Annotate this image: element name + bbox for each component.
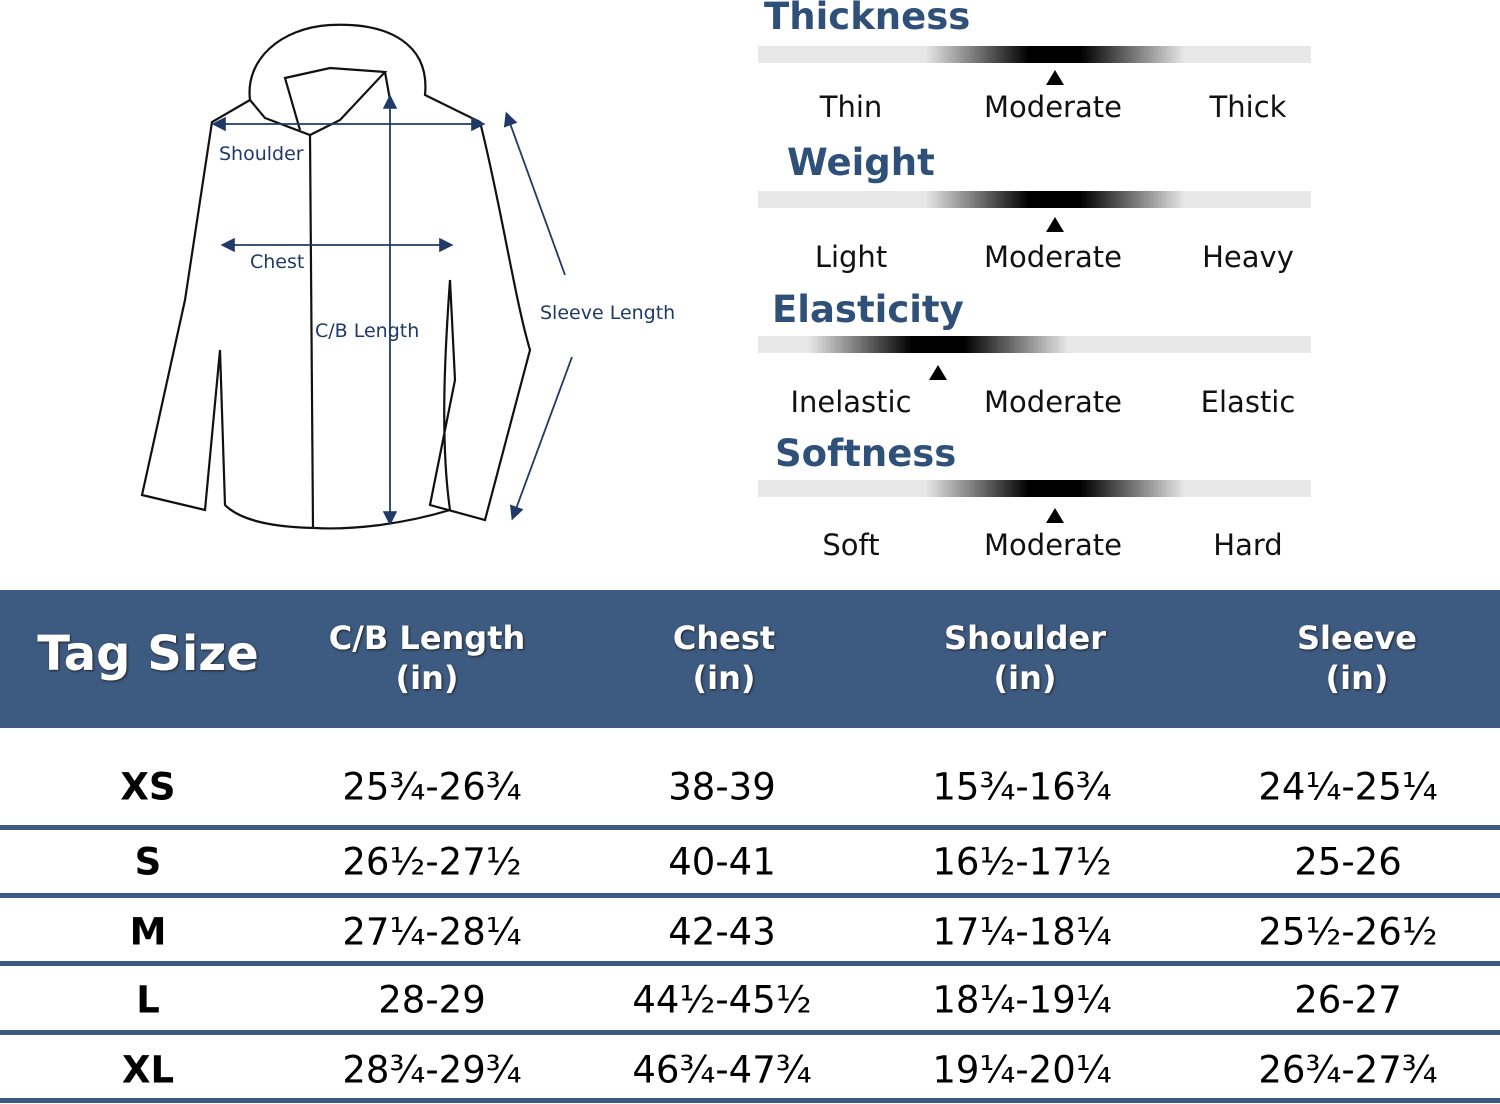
header-cb-length: C/B Length (in) (329, 618, 526, 698)
row-divider (0, 961, 1500, 966)
header-sleeve: Sleeve (in) (1297, 618, 1417, 698)
measurement-cell: 24¼-25¼ (1258, 765, 1438, 809)
scale-label: Hard (1213, 528, 1283, 562)
indicator-triangle-icon (929, 365, 947, 380)
header-shoulder: Shoulder (in) (944, 618, 1106, 698)
size-cell: XS (120, 765, 176, 809)
measurement-cell: 25-26 (1294, 840, 1402, 884)
measurement-cell: 44½-45½ (632, 978, 812, 1022)
jacket-diagram: Shoulder Chest C/B Length Sleeve Length (140, 23, 675, 530)
measurement-cell: 25½-26½ (1258, 910, 1438, 954)
measurement-cell: 26-27 (1294, 978, 1402, 1022)
size-cell: S (134, 840, 162, 884)
elasticity-scale: Elasticity Inelastic Moderate Elastic (758, 288, 1311, 430)
scale-label: Moderate (984, 528, 1122, 562)
indicator-triangle-icon (1046, 508, 1064, 523)
scale-label: Soft (822, 528, 880, 562)
header-line: Chest (672, 619, 776, 657)
scale-title: Softness (775, 432, 957, 475)
measurement-cell: 38-39 (668, 765, 776, 809)
weight-scale: Weight Light Moderate Heavy (758, 141, 1311, 285)
row-divider (0, 1098, 1500, 1103)
header-unit: (in) (993, 659, 1057, 697)
scale-title: Elasticity (772, 288, 964, 331)
softness-scale: Softness Soft Moderate Hard (758, 432, 1311, 574)
scale-label: Thin (819, 90, 883, 124)
measurement-cell: 26½-27½ (342, 840, 522, 884)
header-unit: (in) (1325, 659, 1389, 697)
measurement-cell: 28¾-29¾ (342, 1048, 522, 1092)
scale-label: Heavy (1202, 240, 1294, 274)
measurement-cell: 42-43 (668, 910, 776, 954)
row-divider (0, 1030, 1500, 1035)
sleeve-line-upper (503, 111, 566, 276)
header-tag-size: Tag Size (37, 626, 259, 682)
sleeve-line-lower (509, 356, 573, 521)
size-cell: M (129, 910, 167, 954)
measurement-cell: 19¼-20¼ (932, 1048, 1112, 1092)
scale-bar (758, 191, 1311, 208)
row-divider (0, 893, 1500, 898)
header-unit: (in) (395, 659, 459, 697)
scale-bar (758, 480, 1311, 497)
scale-bar (758, 46, 1311, 63)
scale-bar (758, 336, 1311, 353)
scale-label: Moderate (984, 240, 1122, 274)
measurement-cell: 27¼-28¼ (342, 910, 522, 954)
measurement-cell: 15¾-16¾ (932, 765, 1112, 809)
scale-title: Thickness (764, 0, 971, 38)
scale-label: Light (814, 240, 888, 274)
shoulder-label: Shoulder (219, 143, 304, 165)
header-chest: Chest (in) (673, 618, 775, 698)
measurement-cell: 18¼-19¼ (932, 978, 1112, 1022)
measurement-cell: 40-41 (668, 840, 776, 884)
measurement-cell: 17¼-18¼ (932, 910, 1112, 954)
scale-label: Moderate (984, 90, 1122, 124)
scale-label: Moderate (984, 385, 1122, 419)
header-unit: (in) (692, 659, 756, 697)
measurement-cell: 28-29 (378, 978, 486, 1022)
row-divider (0, 825, 1500, 830)
scale-label: Inelastic (790, 385, 912, 419)
header-line: Shoulder (944, 619, 1106, 657)
header-line: C/B Length (328, 619, 526, 657)
sleeve-length-label: Sleeve Length (540, 302, 675, 324)
header-line: Sleeve (1297, 619, 1417, 657)
measurement-cell: 16½-17½ (932, 840, 1112, 884)
scale-title: Weight (787, 141, 935, 184)
measurement-cell: 25¾-26¾ (342, 765, 522, 809)
scale-label: Thick (1209, 90, 1287, 124)
indicator-triangle-icon (1046, 70, 1064, 85)
cb-length-label: C/B Length (315, 320, 419, 342)
jacket-outline (140, 23, 532, 530)
size-cell: L (136, 978, 160, 1022)
thickness-scale: Thickness Thin Moderate Thick (758, 0, 1311, 140)
measurement-cell: 26¾-27¾ (1258, 1048, 1438, 1092)
size-cell: XL (121, 1048, 175, 1092)
measurement-cell: 46¾-47¾ (632, 1048, 812, 1092)
indicator-triangle-icon (1046, 217, 1064, 232)
size-table-header: Tag Size C/B Length (in) Chest (in) Should… (0, 590, 1500, 728)
scale-label: Elastic (1200, 385, 1296, 419)
chest-label: Chest (250, 251, 304, 273)
